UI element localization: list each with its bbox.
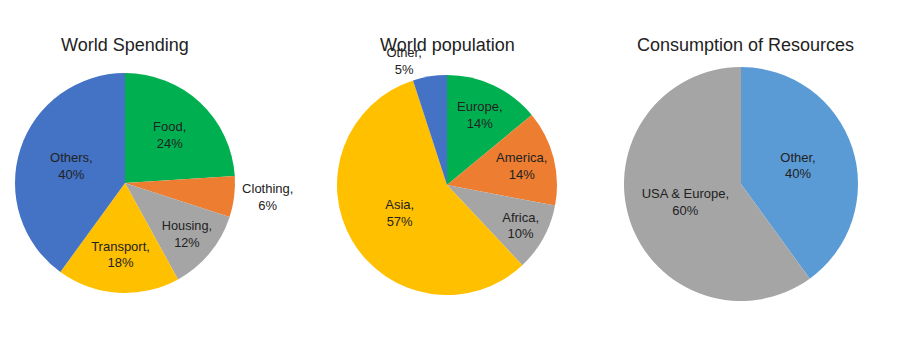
svg-text:Consumption of Resources: Consumption of Resources (637, 35, 854, 55)
svg-text:World Spending: World Spending (61, 35, 189, 55)
svg-text:Others,40%: Others,40% (50, 150, 93, 182)
svg-text:Clothing,6%: Clothing,6% (242, 181, 293, 213)
svg-text:Europe,14%: Europe,14% (457, 99, 503, 131)
svg-text:USA & Europe,60%: USA & Europe,60% (642, 186, 729, 218)
svg-text:World population: World population (380, 35, 515, 55)
svg-text:Transport,18%: Transport,18% (91, 239, 150, 271)
svg-text:Housing,12%: Housing,12% (162, 218, 212, 250)
svg-text:Africa,10%: Africa,10% (502, 210, 539, 242)
svg-text:Asia,57%: Asia,57% (385, 197, 414, 229)
svg-text:Other,40%: Other,40% (780, 150, 815, 182)
svg-text:Food,24%: Food,24% (153, 119, 186, 151)
svg-text:Other,5%: Other,5% (386, 45, 421, 77)
svg-text:America,14%: America,14% (496, 150, 547, 182)
